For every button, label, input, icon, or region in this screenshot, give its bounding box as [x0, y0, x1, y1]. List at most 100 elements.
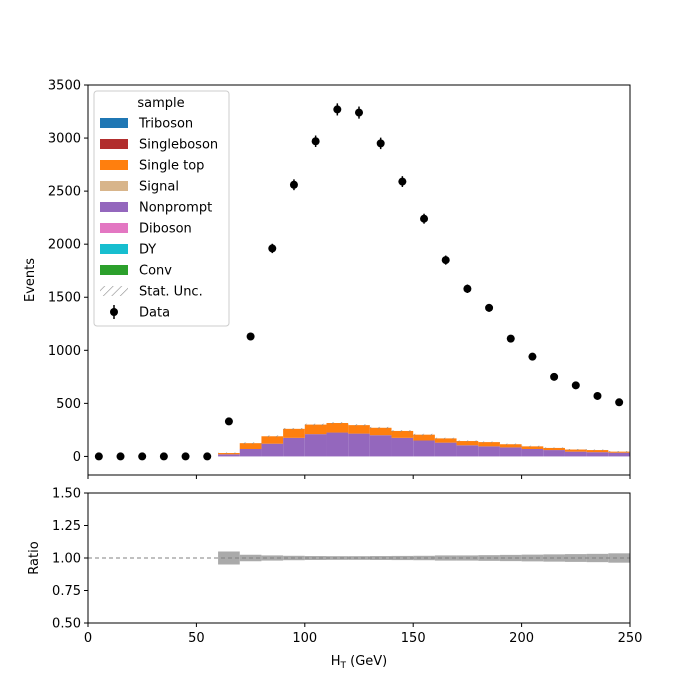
legend-swatch-diboson [100, 223, 128, 233]
data-point [615, 398, 624, 407]
ratio-band-bin [586, 553, 609, 563]
bar-single-top [434, 438, 457, 443]
stat-unc-bin [304, 423, 327, 426]
ratio-band-bin [326, 556, 349, 560]
bar-nonprompt [586, 452, 609, 457]
stat-unc-bin [261, 435, 284, 438]
data-point [463, 284, 472, 293]
y-tick-label: 3500 [48, 79, 81, 94]
bar-nonprompt [521, 449, 544, 457]
bar-nonprompt [478, 446, 500, 457]
bar-single-top [478, 442, 500, 447]
data-point [159, 452, 168, 461]
data-point [571, 381, 580, 390]
data-points [94, 103, 624, 461]
stat-unc-bin [456, 440, 479, 442]
data-point [485, 303, 494, 312]
y-tick-label: 1000 [48, 344, 81, 359]
bar-single-top [499, 444, 522, 448]
legend-label-data: Data [139, 306, 170, 321]
stat-unc-bin [499, 443, 522, 445]
data-point [94, 452, 103, 461]
stat-unc-bin [543, 447, 565, 449]
ratio-y-axis-label: Ratio [27, 541, 42, 574]
legend-swatch-nonprompt [100, 202, 128, 212]
bar-single-top [608, 451, 630, 453]
ratio-panel: 0.50 0.75 1.00 1.25 1.50 0 50 100 150 200 250 Rat… [27, 487, 642, 647]
data-point [246, 332, 255, 341]
legend-label-diboson: Diboson [139, 222, 192, 237]
x-axis-label: HT (GeV) [331, 654, 388, 671]
bar-nonprompt [326, 432, 349, 457]
legend-swatch-triboson [100, 118, 128, 128]
ratio-band-bin [543, 554, 565, 562]
stat-unc-bin [218, 452, 240, 454]
bar-nonprompt [564, 451, 587, 457]
bar-single-top [261, 436, 284, 444]
legend-swatch-stat-unc [100, 286, 128, 296]
legend-label-dy: DY [139, 243, 156, 258]
legend-swatch-signal [100, 181, 128, 191]
bar-nonprompt [283, 437, 305, 457]
ratio-band-bin [391, 555, 414, 561]
bar-nonprompt [239, 449, 262, 457]
legend-swatch-conv [100, 265, 128, 275]
data-point [289, 180, 298, 189]
data-point [593, 391, 602, 400]
bar-nonprompt [218, 454, 240, 457]
legend-swatch-data [110, 308, 118, 316]
y-tick-label: 2500 [48, 185, 81, 200]
data-point [224, 417, 233, 426]
bar-single-top [239, 443, 262, 449]
stat-unc-bin [326, 422, 349, 424]
legend-title: sample [137, 96, 184, 111]
legend-label-single-top: Single top [139, 159, 204, 174]
bar-single-top [218, 453, 240, 455]
stat-unc-bin [283, 427, 305, 430]
stat-unc-bin [348, 424, 370, 426]
legend: sample Triboson Singleboson Single top Sign… [93, 90, 230, 327]
data-point [398, 177, 407, 186]
y-tick-label: 1500 [48, 291, 81, 306]
data-point [333, 105, 342, 114]
main-y-axis-label: Events [23, 258, 38, 302]
bar-nonprompt [304, 434, 327, 457]
x-tick-label: 150 [401, 631, 426, 646]
bar-single-top [283, 428, 305, 438]
legend-swatch-single-top [100, 160, 128, 170]
bar-nonprompt [434, 442, 457, 457]
bar-single-top [369, 427, 392, 436]
bar-nonprompt [413, 440, 435, 457]
ratio-y-tick-label: 1.00 [52, 552, 81, 567]
data-point [376, 139, 385, 148]
ratio-x-ticks: 0 50 100 150 200 250 [84, 623, 643, 646]
stat-unc-bin [478, 441, 500, 443]
y-tick-label: 3000 [48, 132, 81, 147]
bar-nonprompt [499, 447, 522, 457]
ratio-y-tick-label: 1.25 [52, 519, 81, 534]
stat-unc-bin [564, 449, 587, 451]
x-tick-label: 250 [618, 631, 643, 646]
ratio-y-tick-label: 0.75 [52, 584, 81, 599]
legend-label-nonprompt: Nonprompt [139, 201, 212, 216]
bar-single-top [543, 447, 565, 451]
bar-nonprompt [369, 435, 392, 457]
data-point [203, 452, 212, 461]
x-tick-label: 0 [84, 631, 92, 646]
legend-label-triboson: Triboson [138, 117, 193, 132]
x-tick-label: 100 [292, 631, 317, 646]
ratio-band-bin [608, 553, 630, 563]
ratio-band-bin [564, 554, 587, 562]
bar-nonprompt [261, 443, 284, 457]
ratio-y-tick-label: 1.50 [52, 487, 81, 502]
ratio-band-bin [369, 556, 392, 560]
legend-label-singleboson: Singleboson [139, 138, 218, 153]
bar-nonprompt [348, 433, 370, 457]
bar-nonprompt [391, 437, 414, 457]
data-point [441, 256, 450, 265]
legend-swatch-singleboson [100, 139, 128, 149]
data-point [181, 452, 190, 461]
bar-single-top [586, 450, 609, 453]
bar-single-top [304, 424, 327, 435]
